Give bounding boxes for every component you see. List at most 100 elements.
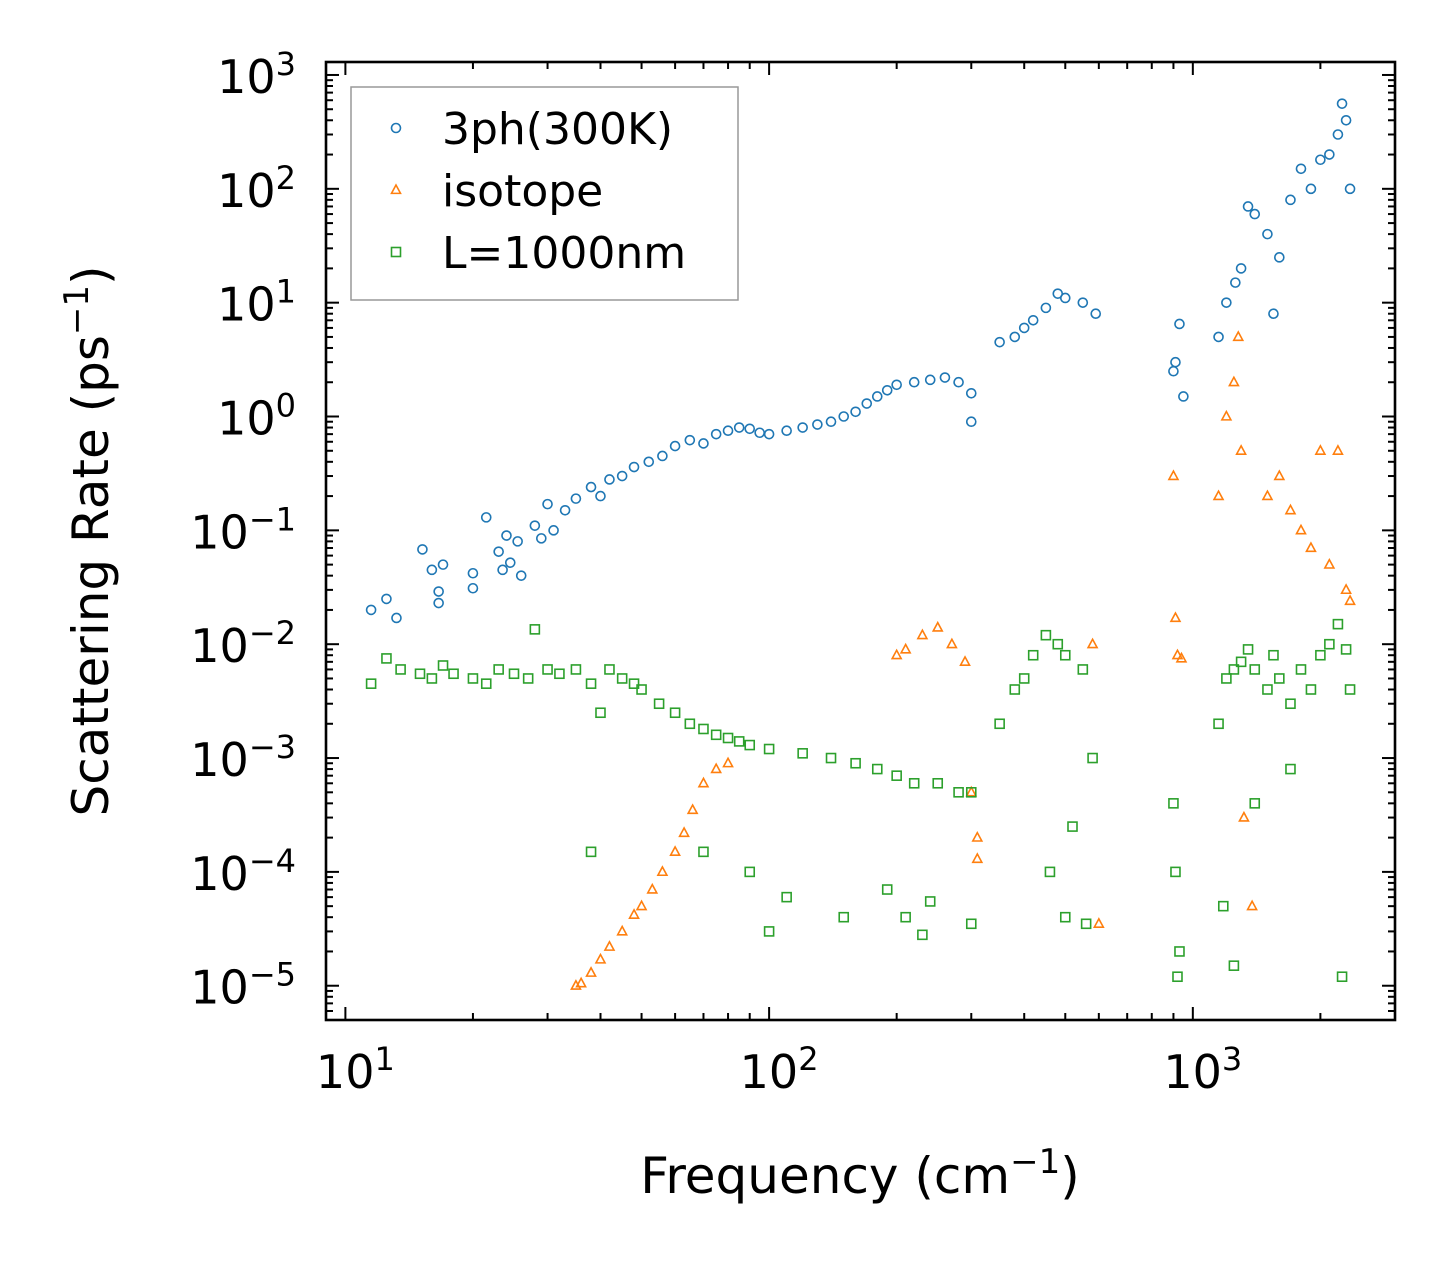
data-point bbox=[871, 391, 883, 402]
data-point bbox=[536, 533, 547, 544]
data-point bbox=[908, 777, 920, 789]
data-point bbox=[493, 546, 504, 557]
data-point bbox=[480, 512, 492, 523]
legend-marker-circle bbox=[390, 122, 402, 134]
data-point bbox=[1228, 664, 1240, 675]
data-point bbox=[635, 899, 648, 911]
data-point bbox=[575, 976, 587, 988]
data-point bbox=[595, 490, 606, 502]
data-point bbox=[616, 470, 628, 482]
data-point bbox=[932, 777, 944, 789]
data-point bbox=[971, 852, 984, 864]
data-point bbox=[959, 655, 971, 667]
data-point bbox=[722, 425, 734, 437]
data-point bbox=[881, 884, 893, 895]
data-point bbox=[1228, 375, 1240, 387]
data-point bbox=[417, 544, 428, 555]
data-point bbox=[669, 845, 681, 857]
data-point bbox=[1059, 292, 1071, 304]
data-point bbox=[838, 411, 850, 422]
data-point bbox=[1059, 911, 1071, 923]
data-point bbox=[628, 461, 640, 473]
legend-marker-square bbox=[390, 246, 402, 258]
data-point bbox=[1221, 673, 1232, 684]
data-point bbox=[871, 763, 883, 775]
data-point bbox=[1221, 297, 1232, 308]
data-point bbox=[1009, 331, 1021, 343]
data-point bbox=[1077, 664, 1089, 675]
data-point bbox=[1059, 649, 1071, 661]
data-point bbox=[1178, 391, 1189, 402]
data-point bbox=[1249, 208, 1261, 220]
data-point bbox=[698, 438, 709, 449]
y-tick-label: 10−1 bbox=[190, 500, 296, 559]
data-point bbox=[1295, 523, 1307, 535]
data-point bbox=[1305, 183, 1317, 195]
data-point bbox=[797, 422, 808, 433]
data-point bbox=[1242, 644, 1254, 655]
data-point bbox=[965, 785, 978, 797]
data-point bbox=[924, 374, 936, 386]
data-point bbox=[1040, 302, 1052, 314]
data-point bbox=[480, 678, 492, 689]
data-point bbox=[595, 707, 606, 719]
data-point bbox=[1230, 277, 1241, 288]
plot-frame bbox=[324, 60, 1397, 1022]
data-point bbox=[899, 642, 912, 654]
data-point bbox=[1235, 656, 1247, 668]
data-point bbox=[1168, 798, 1179, 809]
data-point bbox=[426, 673, 438, 684]
data-point bbox=[1092, 917, 1105, 928]
data-point bbox=[1305, 541, 1317, 553]
data-point bbox=[697, 776, 710, 788]
data-point bbox=[1285, 698, 1296, 710]
data-point bbox=[559, 505, 571, 516]
data-point bbox=[946, 637, 958, 649]
series-1 bbox=[570, 330, 1356, 990]
data-point bbox=[493, 664, 504, 675]
x-tick-label: 103 bbox=[1163, 1040, 1242, 1099]
data-point bbox=[653, 698, 665, 710]
data-point bbox=[812, 419, 823, 430]
data-point bbox=[529, 624, 541, 635]
data-point bbox=[585, 846, 597, 858]
data-point bbox=[391, 612, 402, 624]
series-2 bbox=[365, 618, 1356, 983]
x-axis-label: Frequency (cm−1) bbox=[640, 1142, 1080, 1205]
data-point bbox=[744, 423, 756, 435]
data-point bbox=[850, 406, 861, 418]
data-point bbox=[971, 830, 984, 842]
data-point bbox=[908, 376, 920, 388]
data-point bbox=[916, 628, 929, 640]
data-point bbox=[733, 422, 745, 433]
data-point bbox=[616, 924, 629, 936]
data-point bbox=[1344, 594, 1356, 606]
data-point bbox=[381, 653, 392, 664]
y-axis-label: Scattering Rate (ps−1) bbox=[57, 265, 120, 816]
data-point bbox=[722, 732, 734, 744]
data-point bbox=[636, 684, 647, 695]
data-point bbox=[1268, 649, 1279, 661]
data-point bbox=[1305, 684, 1317, 695]
data-point bbox=[965, 416, 977, 428]
data-point bbox=[825, 416, 837, 428]
data-point bbox=[1174, 946, 1185, 957]
data-point bbox=[657, 450, 668, 462]
data-point bbox=[1167, 469, 1180, 481]
data-point bbox=[1314, 444, 1327, 455]
data-point bbox=[594, 952, 607, 964]
data-point bbox=[1009, 684, 1021, 695]
tick-labels: 101 102 103 10−5 10−4 10−3 10−2 10−1 100 101 102 10… bbox=[190, 45, 1242, 1099]
data-point bbox=[1220, 409, 1233, 421]
data-point bbox=[381, 593, 392, 605]
series-0 bbox=[365, 98, 1356, 624]
data-point bbox=[900, 911, 911, 923]
data-point bbox=[1067, 821, 1078, 832]
data-point bbox=[542, 664, 553, 675]
data-point bbox=[881, 384, 893, 396]
data-point bbox=[1174, 318, 1185, 330]
data-point bbox=[1324, 638, 1335, 650]
data-point bbox=[1170, 356, 1181, 368]
data-point bbox=[504, 557, 516, 568]
x-axis-label-exponent: −1 bbox=[1010, 1142, 1060, 1182]
